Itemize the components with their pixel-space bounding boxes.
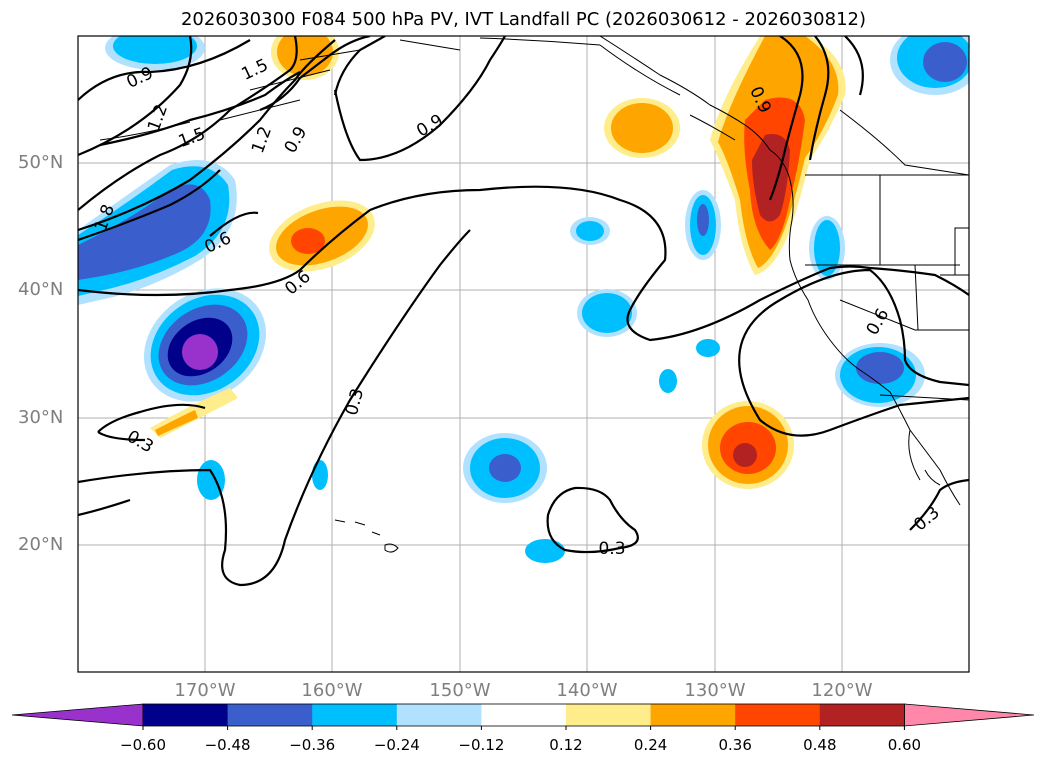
colorbar-tick-label: −0.48	[204, 736, 251, 754]
colorbar-swatch	[650, 704, 736, 726]
lon-label: 160°W	[301, 680, 363, 701]
colorbar-tick-label: 0.60	[887, 736, 922, 754]
colorbar-swatch	[735, 704, 821, 726]
contour-label: 0.3	[598, 539, 625, 559]
colorbar-tick-label: −0.36	[289, 736, 336, 754]
lon-label: 120°W	[811, 680, 873, 701]
colorbar-swatch	[227, 704, 313, 726]
lon-label: 170°W	[174, 680, 236, 701]
colorbar-swatch	[312, 704, 398, 726]
colorbar-tick-label: 0.24	[633, 736, 668, 754]
colorbar-swatch	[481, 704, 567, 726]
colorbar-tick-label: 0.48	[803, 736, 837, 754]
colorbar-extend-low	[11, 703, 144, 727]
colorbar-outline	[142, 703, 905, 727]
lon-label: 150°W	[429, 680, 491, 701]
colorbar-tick-label: −0.60	[120, 736, 166, 754]
colorbar-swatch	[566, 704, 652, 726]
colorbar-tick-label: −0.12	[458, 736, 505, 754]
lat-label: 40°N	[18, 279, 64, 300]
colorbar	[11, 703, 1035, 730]
colorbar-tick-label: 0.36	[718, 736, 752, 754]
colorbar-extend-high	[904, 703, 1035, 727]
lon-label: 140°W	[556, 680, 618, 701]
colorbar-swatch	[396, 704, 482, 726]
colorbar-swatch	[143, 704, 229, 726]
coastlines	[99, 36, 961, 553]
colorbar-swatch	[819, 704, 905, 726]
colorbar-tick-label: −0.24	[373, 736, 420, 754]
ivt-contours	[78, 36, 969, 587]
pv-shading	[78, 36, 969, 563]
lat-label: 50°N	[18, 152, 64, 173]
political-borders	[805, 109, 969, 401]
colorbar-tick-label: 0.12	[549, 736, 583, 754]
lat-label: 20°N	[18, 534, 64, 555]
lon-label: 130°W	[684, 680, 746, 701]
map-title: 2026030300 F084 500 hPa PV, IVT Landfall…	[180, 9, 867, 30]
lat-label: 30°N	[18, 407, 64, 428]
